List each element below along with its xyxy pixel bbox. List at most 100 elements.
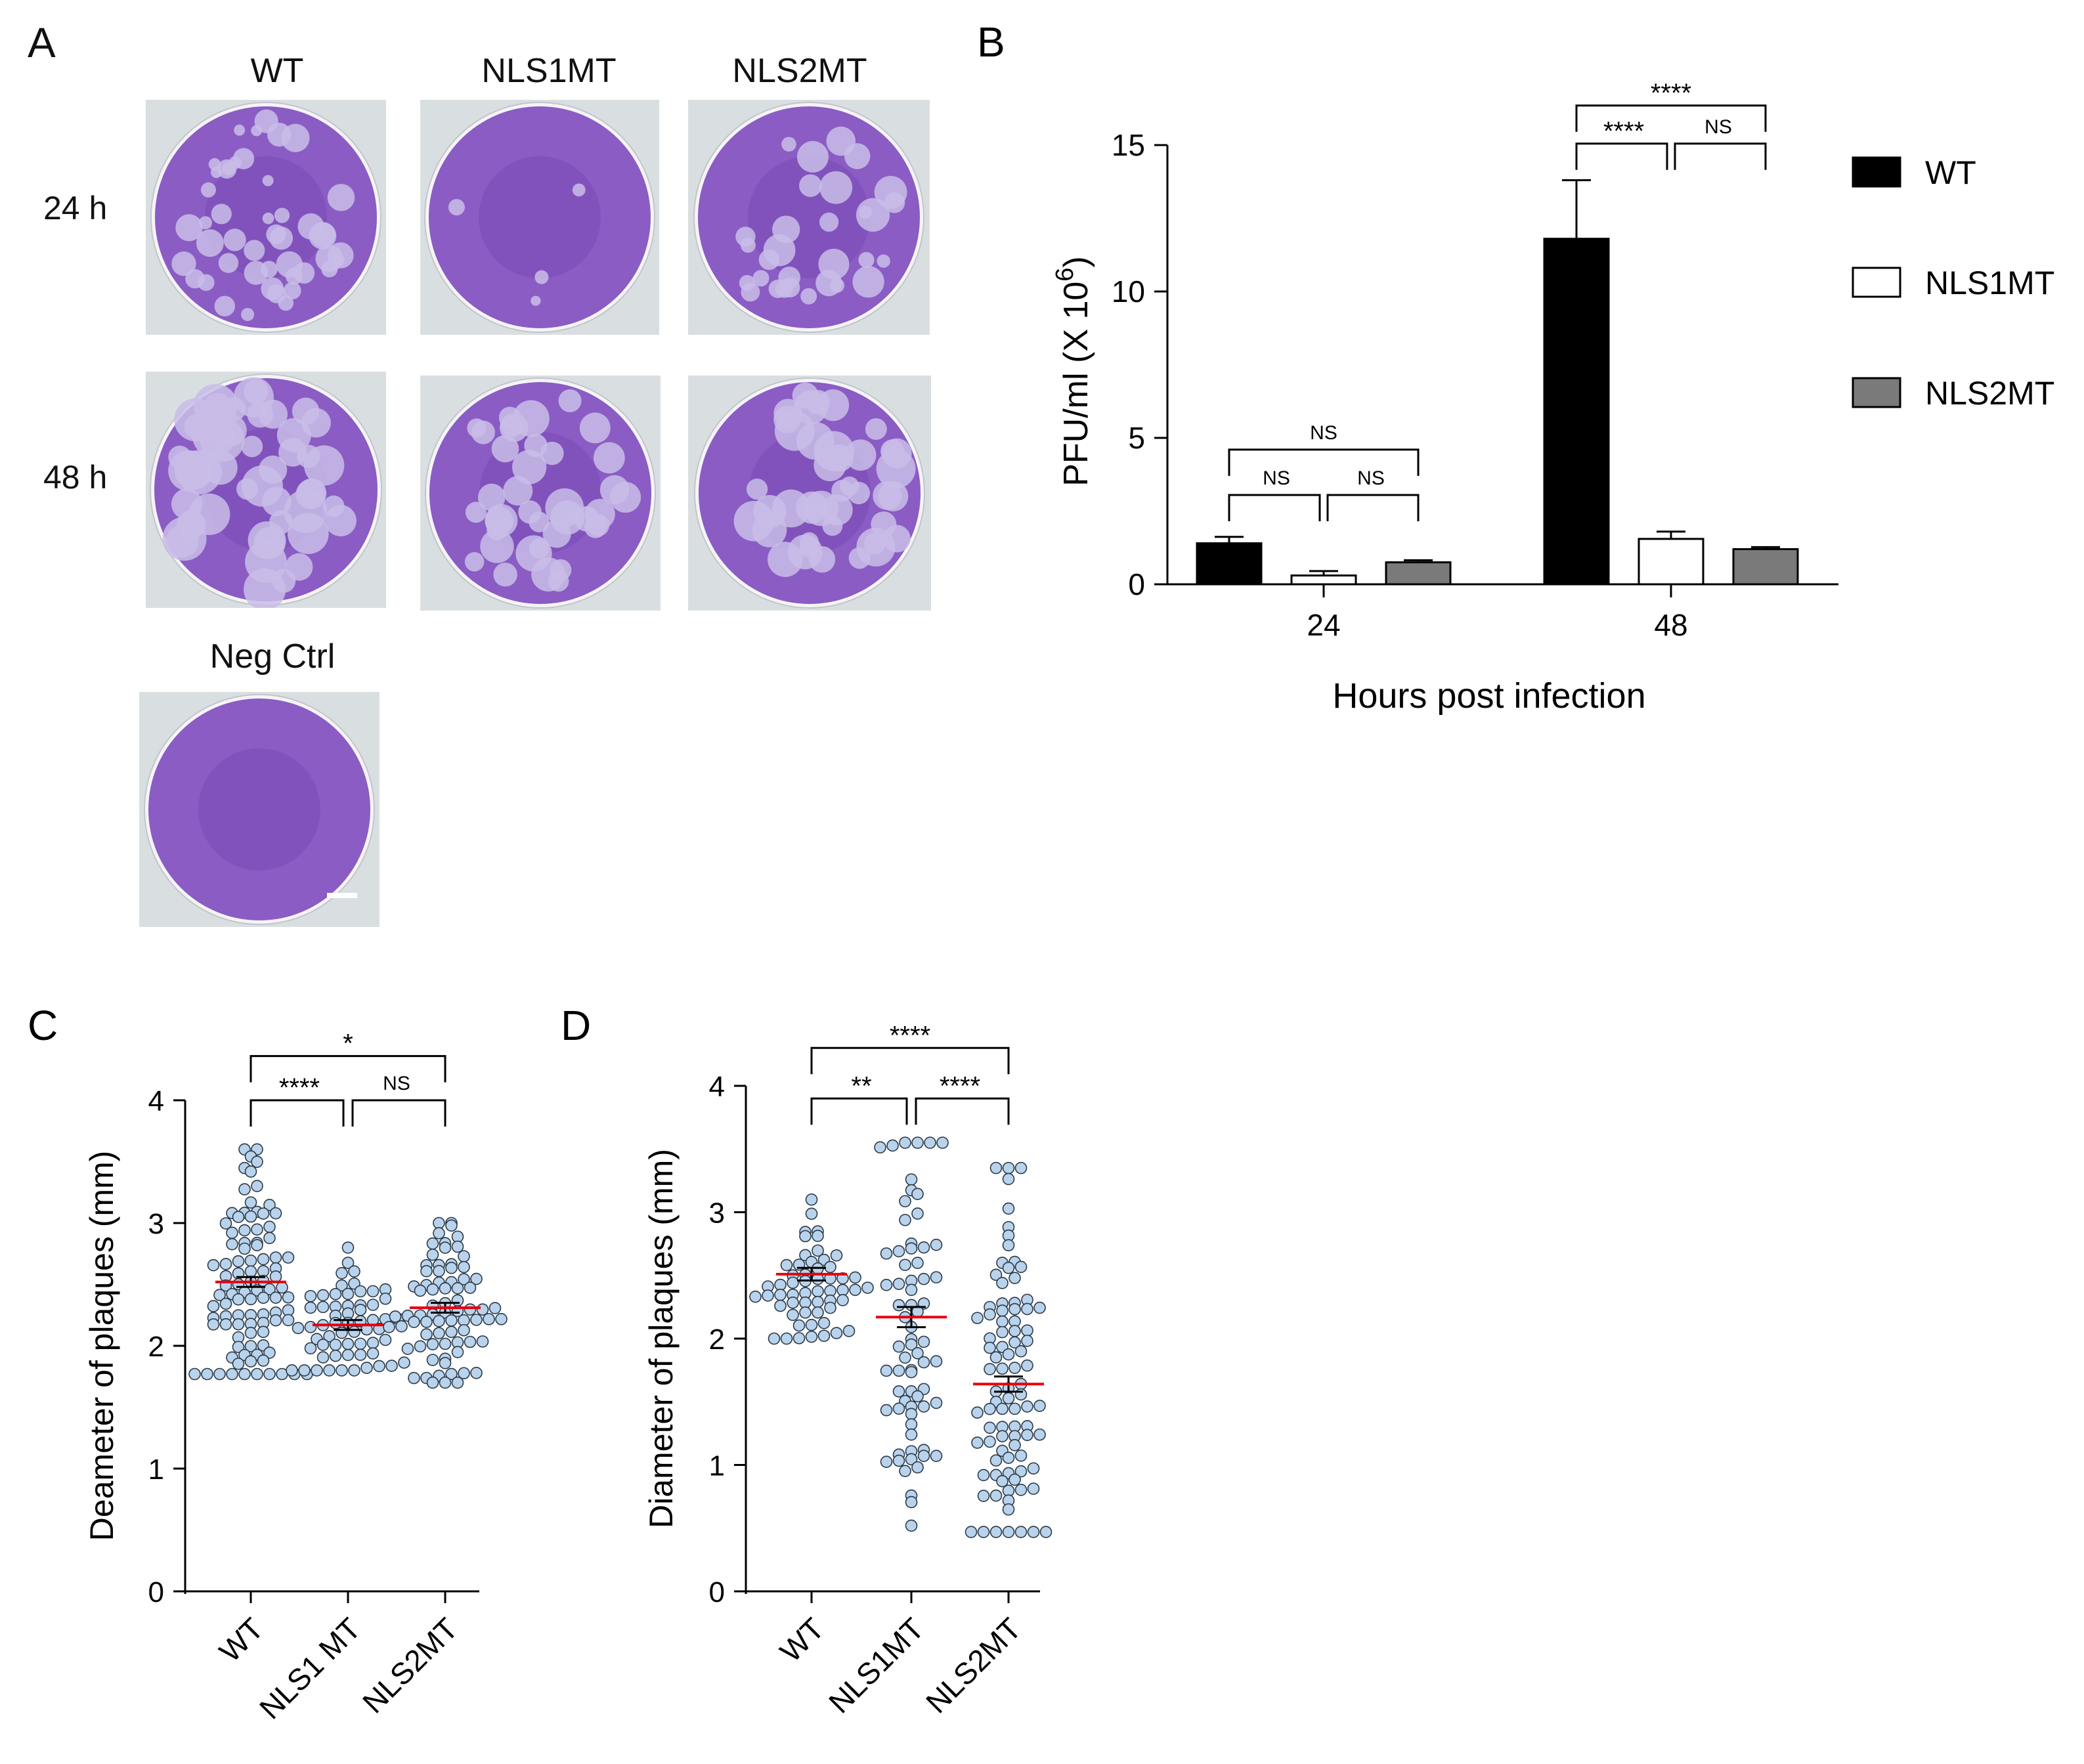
data-point — [426, 1338, 439, 1350]
plate-wt-24h — [146, 100, 386, 335]
data-point — [996, 1430, 1009, 1442]
data-point — [917, 1335, 930, 1348]
data-point — [996, 1304, 1009, 1317]
significance-bracket — [1674, 142, 1767, 170]
data-point — [408, 1316, 420, 1328]
data-point — [408, 1371, 420, 1385]
x-tick-label: WT — [773, 1611, 831, 1668]
data-point — [792, 1319, 806, 1332]
data-point — [366, 1347, 380, 1360]
data-point — [348, 1325, 360, 1338]
significance-label: **** — [279, 1073, 320, 1102]
plate-nls1mt-24h — [420, 100, 659, 335]
data-point — [892, 1299, 905, 1312]
data-point — [398, 1356, 410, 1369]
data-point — [911, 1207, 924, 1220]
data-point — [304, 1301, 317, 1314]
data-point — [1014, 1465, 1028, 1478]
data-point — [298, 1364, 311, 1377]
data-point — [977, 1469, 990, 1482]
data-point — [439, 1241, 452, 1254]
y-axis-label-main: PFU/ml (X 10 — [1057, 282, 1095, 486]
data-point — [805, 1330, 818, 1343]
data-point — [495, 1313, 508, 1325]
x-tick-label: 48 — [1654, 608, 1687, 642]
data-point — [426, 1237, 439, 1250]
data-point — [880, 1404, 893, 1417]
data-point — [445, 1325, 458, 1339]
data-point — [749, 1290, 762, 1303]
data-point — [316, 1339, 330, 1351]
data-point — [207, 1318, 220, 1331]
bar-nls1mt — [1638, 538, 1704, 586]
data-point — [360, 1362, 373, 1374]
data-point — [464, 1335, 477, 1348]
data-point — [905, 1453, 918, 1466]
data-point — [1002, 1503, 1015, 1516]
significance-bracket — [1326, 494, 1420, 521]
data-point — [792, 1332, 806, 1345]
data-point — [965, 1526, 978, 1538]
data-point — [805, 1207, 818, 1220]
data-point — [470, 1272, 483, 1285]
x-tick-label: NLS1 MT — [253, 1611, 367, 1725]
y-axis-label-exponent: 6 — [1051, 268, 1079, 282]
significance-label: NS — [1357, 467, 1385, 489]
data-point — [762, 1289, 774, 1302]
data-point — [971, 1406, 984, 1419]
data-point — [824, 1260, 836, 1274]
data-point — [451, 1346, 464, 1358]
row-label-48h: 48 h — [43, 459, 108, 496]
data-point — [257, 1354, 270, 1367]
data-point — [458, 1250, 470, 1262]
data-point — [445, 1262, 458, 1274]
plate-wt-48h — [146, 372, 386, 608]
data-point — [899, 1214, 911, 1226]
y-tick-label: 0 — [148, 1576, 164, 1608]
data-point — [1021, 1400, 1033, 1413]
data-point — [251, 1155, 263, 1168]
data-point — [292, 1322, 305, 1335]
data-point — [366, 1285, 380, 1298]
data-point — [1002, 1202, 1015, 1215]
data-point — [348, 1265, 360, 1278]
panel-letter-b: B — [977, 18, 1005, 66]
data-point — [812, 1285, 824, 1298]
data-point — [304, 1289, 317, 1302]
data-point — [917, 1356, 930, 1369]
significance-label: **** — [1603, 117, 1644, 146]
data-point — [812, 1244, 824, 1257]
x-tick-label: WT — [213, 1611, 270, 1668]
data-point — [426, 1248, 439, 1261]
panel-letter-a: A — [28, 19, 56, 66]
data-point — [188, 1367, 201, 1381]
data-point — [304, 1321, 317, 1333]
data-point — [238, 1224, 251, 1237]
data-point — [892, 1454, 905, 1467]
data-point — [263, 1220, 276, 1233]
data-point — [269, 1251, 282, 1264]
data-point — [917, 1241, 930, 1254]
data-point — [269, 1314, 282, 1327]
data-point — [996, 1315, 1009, 1328]
data-point — [379, 1333, 392, 1346]
data-point — [458, 1323, 470, 1337]
data-point — [1009, 1325, 1021, 1337]
data-point — [984, 1341, 996, 1354]
data-point — [899, 1195, 911, 1208]
data-point — [244, 1355, 257, 1367]
data-point — [329, 1339, 342, 1351]
data-point — [263, 1367, 276, 1381]
data-point — [836, 1283, 849, 1297]
significance-label: **** — [940, 1071, 980, 1100]
significance-label: **** — [1651, 79, 1691, 108]
data-point — [930, 1238, 943, 1251]
y-tick-label: 10 — [1112, 274, 1145, 309]
y-tick-label: 4 — [709, 1071, 725, 1103]
data-point — [316, 1289, 330, 1302]
data-point — [1002, 1161, 1015, 1174]
data-point — [251, 1239, 263, 1252]
data-point — [476, 1303, 489, 1316]
